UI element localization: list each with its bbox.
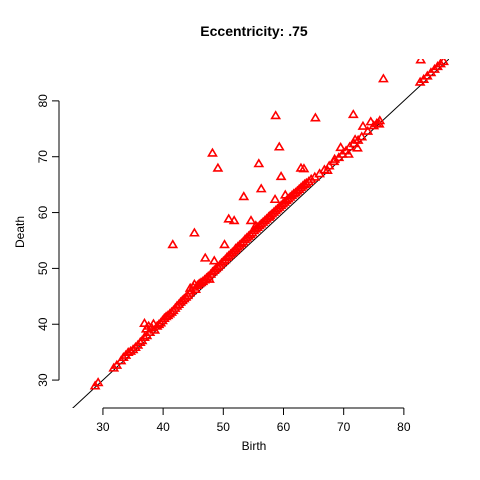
data-point [139, 331, 150, 341]
data-point [238, 191, 250, 201]
data-point [250, 220, 262, 230]
x-axis-title: Birth [242, 439, 267, 453]
data-point [343, 148, 354, 158]
data-point [347, 109, 359, 119]
data-point [139, 317, 150, 328]
data-point [199, 252, 211, 262]
data-point [349, 134, 361, 144]
data-point [435, 59, 446, 68]
data-point [365, 116, 377, 126]
data-point [212, 162, 224, 172]
data-point [329, 153, 341, 163]
data-point [118, 351, 129, 362]
data-point [322, 164, 333, 174]
data-point [130, 341, 141, 352]
data-point [263, 211, 275, 221]
data-point [167, 239, 179, 249]
data-point [357, 120, 369, 130]
y-tick-label: 60 [36, 206, 50, 220]
data-point [208, 255, 220, 265]
x-tick-label: 60 [277, 420, 291, 434]
data-point [270, 110, 282, 120]
data-point [305, 173, 317, 183]
x-tick-label: 40 [156, 420, 170, 434]
data-point [204, 273, 215, 283]
y-tick-label: 80 [36, 94, 50, 108]
data-point [245, 215, 257, 225]
data-point [415, 59, 427, 64]
data-point [303, 176, 315, 186]
x-axis: 30 40 50 60 70 80 [96, 407, 411, 434]
y-tick-label: 50 [36, 261, 50, 275]
data-point [92, 377, 104, 387]
reference-line-layer [72, 59, 449, 408]
data-point [273, 141, 285, 151]
data-point [335, 142, 347, 152]
data-point [253, 158, 265, 168]
data-point [228, 215, 240, 225]
y-axis: 30 40 50 60 70 80 [36, 94, 60, 387]
x-tick-label: 30 [96, 420, 110, 434]
data-point [223, 213, 235, 223]
x-tick-label: 50 [217, 420, 231, 434]
x-tick-label: 80 [397, 420, 411, 434]
data-point [352, 142, 363, 152]
y-axis-title: Death [13, 216, 27, 248]
data-point [356, 131, 368, 141]
data-point [373, 118, 385, 128]
data-point [298, 163, 310, 173]
data-point [111, 359, 123, 369]
data-point [269, 193, 281, 204]
data-point [362, 125, 374, 135]
data-point [127, 344, 139, 354]
y-tick-label: 40 [36, 317, 50, 331]
y-tick-label: 30 [36, 373, 50, 387]
data-point [378, 73, 389, 83]
data-point [207, 147, 218, 157]
x-tick-label: 70 [337, 420, 351, 434]
data-point [309, 112, 321, 122]
data-point [279, 189, 291, 199]
points-layer [89, 59, 449, 390]
data-point [374, 115, 386, 125]
data-point [189, 227, 200, 237]
data-point [219, 239, 230, 249]
data-point [229, 243, 241, 253]
data-point [438, 59, 449, 66]
diagonal-reference-line [72, 59, 449, 408]
y-tick-label: 70 [36, 150, 50, 164]
chart-title: Eccentricity: .75 [200, 23, 308, 39]
data-point [275, 171, 287, 181]
data-point [255, 183, 267, 193]
